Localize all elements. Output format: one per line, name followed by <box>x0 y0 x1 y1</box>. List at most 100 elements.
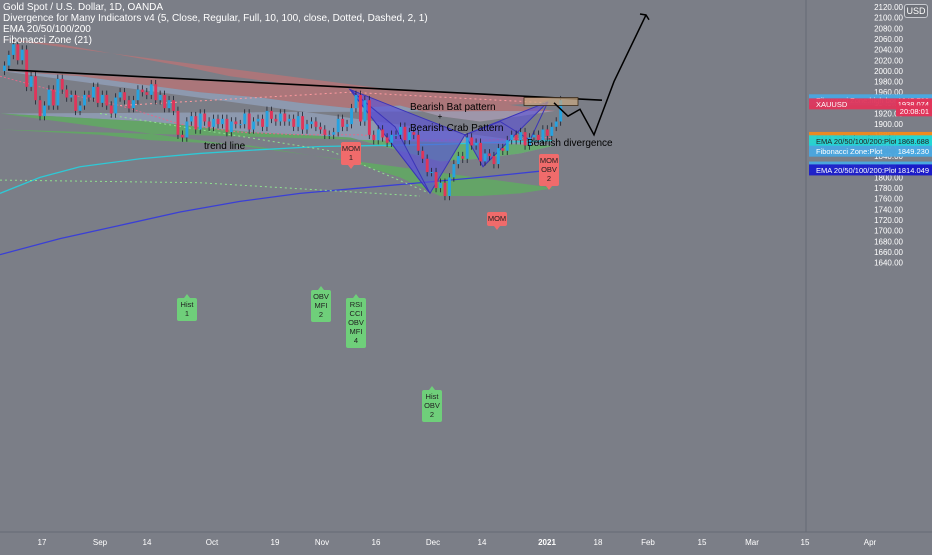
candle <box>367 95 371 140</box>
candle <box>109 101 113 118</box>
candle-body <box>292 118 296 127</box>
candle <box>69 90 73 102</box>
time-tick-label: 14 <box>143 538 152 547</box>
candle <box>194 111 198 134</box>
candle-body <box>3 65 6 71</box>
candle-body <box>270 110 273 119</box>
harmonic-triangle-3 <box>464 101 549 168</box>
candle-body <box>301 116 305 130</box>
price-scale-label-name: XAUUSD <box>816 100 848 109</box>
candle <box>229 117 233 137</box>
price-tick-label: 1780.00 <box>874 184 903 193</box>
candle <box>123 87 127 105</box>
candle-body <box>16 44 20 61</box>
candle-body <box>145 92 149 95</box>
candle-body <box>310 121 313 125</box>
candle <box>149 79 153 100</box>
candle <box>56 74 60 110</box>
candle <box>278 109 282 126</box>
candle <box>545 125 549 141</box>
candle <box>372 130 376 145</box>
candle-body <box>123 92 127 101</box>
candle-body <box>448 177 451 197</box>
divergence-label-text: 2 <box>430 410 434 419</box>
time-tick-label: 19 <box>271 538 280 547</box>
candle-body <box>345 124 349 127</box>
candle <box>29 71 33 92</box>
candle-body <box>385 137 389 143</box>
divergence-label-text: MFI <box>350 327 363 336</box>
candle <box>132 95 135 113</box>
crab-pattern-label: Bearish Crab Pattern <box>410 123 503 134</box>
candle <box>354 90 358 113</box>
indicator-ema-label[interactable]: EMA 20/50/100/200 <box>3 24 91 35</box>
candle <box>118 87 122 102</box>
price-scale-label-value: 1814.049 <box>898 166 929 175</box>
price-tick-label: 1660.00 <box>874 248 903 257</box>
time-tick-label: 17 <box>38 538 47 547</box>
candle <box>421 146 425 164</box>
price-scale-label-value-bg <box>896 135 932 147</box>
candle <box>265 106 269 132</box>
candle-body <box>265 110 269 127</box>
candle <box>203 109 207 126</box>
time-tick-label: Sep <box>93 538 108 547</box>
candle <box>283 109 287 126</box>
candle-body <box>274 118 278 122</box>
price-scale-label-name-bg <box>809 98 896 110</box>
divergence-label-text: 2 <box>319 310 323 319</box>
divergence-label-pointer <box>184 294 190 298</box>
candle-body <box>554 121 558 127</box>
divergence-label-text: MFI <box>315 301 328 310</box>
candle <box>430 167 434 177</box>
trend-line-label: trend line <box>204 141 246 152</box>
candle-body <box>430 172 434 174</box>
candle <box>140 85 144 97</box>
candle <box>448 173 451 201</box>
candle <box>172 95 175 116</box>
candle <box>336 114 340 137</box>
candle-body <box>154 84 158 101</box>
price-scale-label-name-bg <box>809 145 896 157</box>
candle <box>403 122 407 145</box>
candle <box>479 138 483 166</box>
symbol-title[interactable]: Gold Spot / U.S. Dollar, 1D, OANDA <box>3 2 164 13</box>
price-tick-label: 2080.00 <box>874 24 903 33</box>
candle-body <box>287 118 291 122</box>
currency-badge[interactable]: USD <box>904 4 928 18</box>
candle-body <box>212 118 216 127</box>
candle <box>114 93 118 118</box>
chart-legend: Gold Spot / U.S. Dollar, 1D, OANDA Diver… <box>3 2 428 46</box>
candle-body <box>381 129 385 138</box>
price-scale-label-value: 1938.074 <box>898 100 929 109</box>
candle <box>385 133 389 148</box>
price-axis-bg <box>806 0 932 532</box>
candle <box>274 114 278 126</box>
candle-body <box>483 153 487 162</box>
time-tick-label: 16 <box>372 538 381 547</box>
candle <box>87 90 91 102</box>
candle <box>474 138 478 150</box>
candle <box>528 133 531 150</box>
price-tick-label: 1900.00 <box>874 120 903 129</box>
price-scale-label-name-bg <box>809 135 896 147</box>
candle-body <box>394 134 398 136</box>
indicator-divergence-label[interactable]: Divergence for Many Indicators v4 (5, Cl… <box>3 13 428 24</box>
price-tick-label: 2060.00 <box>874 35 903 44</box>
candle-body <box>51 89 55 106</box>
candle <box>470 133 474 150</box>
candle-body <box>376 129 380 141</box>
time-axis: 17 Sep 14 Oct 19 Nov 16 Dec 14 2021 18 Feb 15 Mar 15 Ap… <box>0 531 932 550</box>
price-scale-label-value-bg <box>896 145 932 157</box>
divergence-label-text: OBV <box>313 292 329 301</box>
price-scale-label-name-bg <box>809 164 896 176</box>
candle <box>519 127 523 145</box>
indicator-fibonacci-label[interactable]: Fibonacci Zone (21) <box>3 35 92 46</box>
price-scale-label-value-bg <box>896 105 932 117</box>
candle <box>439 178 442 193</box>
